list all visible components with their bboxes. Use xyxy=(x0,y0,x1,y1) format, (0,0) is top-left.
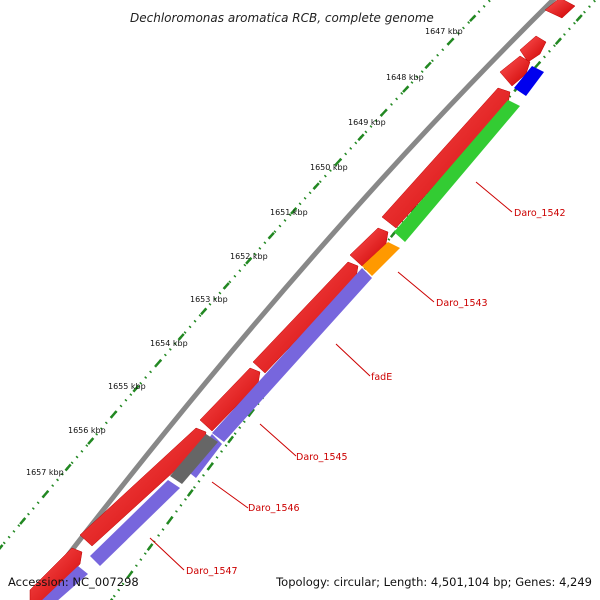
cds-arrow xyxy=(199,367,261,432)
kbp-tick-labels: 1647 kbp 1648 kbp 1649 kbp 1650 kbp 1651… xyxy=(26,27,463,477)
gene-daro-1543 xyxy=(362,242,400,276)
gene-daro-1547 xyxy=(90,480,180,566)
tick-dash xyxy=(424,61,432,70)
cds-arrow xyxy=(544,0,576,19)
tick-dash xyxy=(290,207,298,215)
tick-dash xyxy=(534,60,542,69)
gene-daro-1546 xyxy=(170,434,218,484)
tick-dash xyxy=(146,543,154,552)
tick-dash xyxy=(247,409,255,418)
cds-arrow xyxy=(79,427,207,547)
genome-backbone xyxy=(30,0,557,600)
gene-label-fade: fadE xyxy=(371,372,392,383)
tick-dash xyxy=(166,515,174,524)
reverse-cds-track xyxy=(42,66,544,600)
tick-label: 1652 kbp xyxy=(230,252,268,261)
tick-label: 1648 kbp xyxy=(386,73,424,82)
tick-label: 1657 kbp xyxy=(26,468,64,477)
cds-arrow xyxy=(349,227,389,267)
tick-dash xyxy=(87,437,95,445)
tick-dash xyxy=(132,384,140,393)
gene-daro-1542 xyxy=(394,100,520,242)
tick-label: 1656 kbp xyxy=(68,426,106,435)
tick-dash xyxy=(109,410,117,419)
tick-dash xyxy=(126,570,134,579)
tick-label: 1650 kbp xyxy=(310,163,348,172)
gene-label-daro-1546: Daro_1546 xyxy=(248,503,300,514)
tick-dash xyxy=(222,282,230,290)
cds-arrow xyxy=(499,55,531,87)
tick-dash xyxy=(155,358,163,367)
tick-dash xyxy=(357,133,365,142)
gene-label-daro-1545: Daro_1545 xyxy=(296,452,348,463)
tick-label: 1655 kbp xyxy=(108,382,146,391)
tick-dash xyxy=(575,14,583,22)
forward-cds-track xyxy=(29,0,576,600)
tick-dash xyxy=(177,333,185,341)
genome-title: Dechloromonas aromatica RCB, complete ge… xyxy=(130,11,434,25)
tick-label: 1651 kbp xyxy=(270,208,308,217)
gene-label-daro-1542: Daro_1542 xyxy=(514,208,566,219)
tick-label: 1653 kbp xyxy=(190,295,228,304)
gene-labels: Daro_1542 Daro_1543 fadE Daro_1545 Daro_… xyxy=(186,208,566,577)
tick-dash xyxy=(446,37,455,46)
tick-dash xyxy=(379,109,388,117)
tick-dash xyxy=(19,517,27,525)
tick-dash xyxy=(402,85,410,93)
tick-dash xyxy=(64,463,72,472)
cds-arrow xyxy=(252,261,359,374)
tick-dash xyxy=(334,157,343,166)
tick-dash xyxy=(267,231,275,240)
tick-dash xyxy=(41,490,49,499)
gene-fade xyxy=(212,268,372,442)
gene-blue xyxy=(514,66,544,96)
accession-text: Accession: NC_007298 xyxy=(8,575,139,589)
tick-dash xyxy=(207,462,214,471)
tick-dash xyxy=(0,544,4,550)
tick-label: 1647 kbp xyxy=(425,27,463,36)
cds-arrow xyxy=(381,87,511,229)
tick-dash xyxy=(312,182,320,190)
kbp-tick-marks xyxy=(0,14,477,550)
tick-dash xyxy=(469,14,477,23)
tick-dash xyxy=(554,37,562,46)
gene-leaders xyxy=(149,181,513,571)
topology-summary: Topology: circular; Length: 4,501,104 bp… xyxy=(275,575,592,589)
cds-arrow xyxy=(29,547,83,600)
tick-dash xyxy=(200,307,208,316)
gene-bottom xyxy=(42,566,88,600)
kbp-ruler-outer xyxy=(0,0,492,549)
tick-dash xyxy=(227,435,235,444)
gene-label-daro-1543: Daro_1543 xyxy=(436,298,488,309)
tick-label: 1649 kbp xyxy=(348,118,386,127)
tick-dash xyxy=(245,256,253,265)
tick-dash xyxy=(186,488,194,497)
gene-label-daro-1547: Daro_1547 xyxy=(186,566,238,577)
tick-label: 1654 kbp xyxy=(150,339,188,348)
